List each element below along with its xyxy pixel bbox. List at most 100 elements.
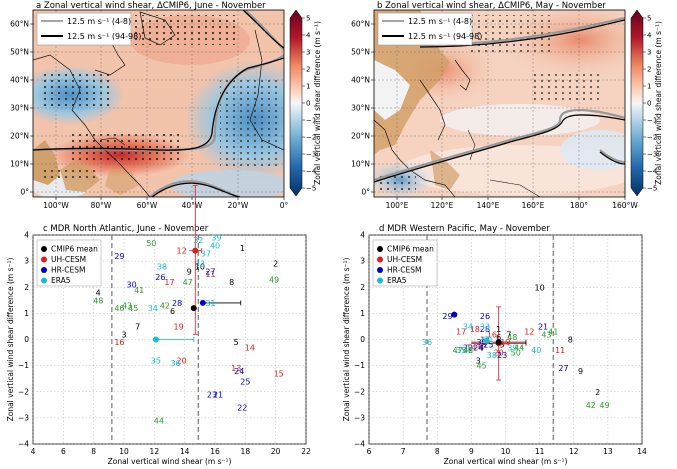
model-number-label: 33 xyxy=(480,322,490,331)
ytick-label: −1 xyxy=(354,361,365,370)
map-xtick-label: 100°E xyxy=(386,201,409,210)
scatter-legend-box xyxy=(372,239,438,287)
model-number-label: 46 xyxy=(114,304,124,313)
model-number-label: 23 xyxy=(207,390,217,399)
model-number-label: 14 xyxy=(245,343,255,352)
map-xtick-label: 80°W xyxy=(91,201,112,210)
legend-marker xyxy=(377,246,383,252)
scatter-point xyxy=(451,311,458,318)
ytick-label: 4 xyxy=(360,231,365,240)
model-number-label: 45 xyxy=(477,362,487,371)
model-number-label: 49 xyxy=(269,275,279,284)
legend-label: HR-CESM xyxy=(51,266,85,275)
colorbar-tick-label: 3 xyxy=(647,49,651,57)
xtick-label: 10 xyxy=(501,447,511,456)
legend-b-label-2: 12.5 m s⁻¹ (94-98) xyxy=(408,32,482,41)
model-number-label: 28 xyxy=(480,325,490,334)
model-number-label: 20 xyxy=(177,356,187,365)
map-xtick-label: 60°W xyxy=(137,201,158,210)
model-number-label: 11 xyxy=(555,346,565,355)
legend-marker xyxy=(377,267,383,273)
xtick-label: 6 xyxy=(367,447,372,456)
model-number-label: 16 xyxy=(487,330,497,339)
model-number-label: 9 xyxy=(578,367,583,376)
map-xtick-label: 160°E xyxy=(522,201,545,210)
scatter-point xyxy=(192,247,199,254)
ytick-label: 3 xyxy=(360,257,365,266)
model-number-label: 42 xyxy=(586,401,596,410)
panel-b: b Zonal vertical wind shear, ΔCMIP6, May… xyxy=(351,1,638,211)
colorbar-tick-label: −2 xyxy=(647,134,657,142)
ytick-label: −3 xyxy=(354,413,365,422)
colorbar-tick-label: −5 xyxy=(306,185,316,193)
legend-label: ERA5 xyxy=(387,276,407,285)
model-number-label: 21 xyxy=(538,322,548,331)
map-xtick-label: 180° xyxy=(570,201,588,210)
ytick-label: −2 xyxy=(18,387,29,396)
map-xtick-label: 20°W xyxy=(228,201,249,210)
legend-label: CMIP6 mean xyxy=(387,245,434,254)
model-number-label: 17 xyxy=(164,278,174,287)
ytick-label: 1 xyxy=(360,309,365,318)
xtick-label: 16 xyxy=(210,447,220,456)
ytick-label: 2 xyxy=(24,283,29,292)
colorbar-tick-label: −2 xyxy=(306,134,316,142)
model-number-label: 9 xyxy=(187,268,192,277)
x-axis-label: Zonal vertical wind shear (m s⁻¹) xyxy=(108,457,232,466)
model-number-label: 44 xyxy=(514,343,524,352)
colorbar-tick-label: −3 xyxy=(647,151,657,159)
xtick-label: 20 xyxy=(271,447,281,456)
model-number-label: 19 xyxy=(500,338,510,347)
map-ytick-label: 50°N xyxy=(351,48,370,57)
legend-marker xyxy=(41,277,47,284)
model-number-label: 30 xyxy=(126,281,136,290)
model-number-label: 47 xyxy=(183,278,193,287)
xtick-label: 22 xyxy=(301,447,311,456)
model-number-label: 32 xyxy=(463,346,473,355)
model-number-label: 1 xyxy=(496,325,501,334)
model-number-label: 39 xyxy=(211,234,221,243)
legend-a-label-1: 12.5 m s⁻¹ (4-8) xyxy=(67,17,131,26)
model-number-label: 32 xyxy=(193,236,203,245)
legend-marker xyxy=(41,267,47,273)
map-xtick-label: 140°E xyxy=(477,201,500,210)
model-number-label: 50 xyxy=(511,349,521,358)
model-number-label: 10 xyxy=(195,262,205,271)
xtick-label: 12 xyxy=(150,447,160,456)
panel-b-map xyxy=(374,10,625,197)
model-number-label: 15 xyxy=(477,341,487,350)
ytick-label: 0 xyxy=(360,335,365,344)
colorbar-a-label: Zonal vertical wind shear difference (m … xyxy=(313,21,322,185)
map-ytick-label: 20°N xyxy=(351,132,370,141)
legend-label: HR-CESM xyxy=(387,266,421,275)
model-number-label: 35 xyxy=(151,356,161,365)
model-number-label: 18 xyxy=(470,325,480,334)
legend-label: UH-CESM xyxy=(51,255,86,264)
colorbar-a: 5 4 3 2 1 0 −1 −2 −3 −4 −5 Zonal vertical wind she… xyxy=(289,9,322,197)
panel-b-axes: 100°E 120°E 140°E 160°E 180° 160°W 0° 10°N 20°N 3… xyxy=(351,20,638,211)
scatter-point xyxy=(495,339,502,346)
panel-c: c MDR North Atlantic, June - November 4 6 8… xyxy=(6,184,311,466)
model-number-label: 46 xyxy=(463,346,473,355)
colorbar-b: 5 4 3 2 1 0 −1 −2 −3 −4 −5 Zonal vertical wind she… xyxy=(630,9,663,197)
model-number-label: 45 xyxy=(128,304,138,313)
map-xtick-label: 160°W xyxy=(612,201,638,210)
colorbar-tick-label: 0 xyxy=(647,100,651,108)
legend-label: ERA5 xyxy=(51,276,71,285)
colorbar-tick-label: −1 xyxy=(306,117,316,125)
ytick-label: −4 xyxy=(18,440,29,449)
model-number-label: 25 xyxy=(483,341,493,350)
model-number-label: 4 xyxy=(96,288,101,297)
legend-marker xyxy=(377,256,383,263)
model-number-label: 38 xyxy=(157,262,167,271)
model-number-label: 2 xyxy=(273,260,278,269)
model-number-label: 31 xyxy=(205,299,215,308)
map-ytick-label: 40°N xyxy=(351,76,370,85)
scatter-title: c MDR North Atlantic, June - November xyxy=(43,224,209,234)
map-ytick-label: 40°N xyxy=(10,76,29,85)
colorbar-tick-label: −4 xyxy=(647,168,658,176)
model-number-label: 4 xyxy=(479,343,484,352)
legend-a-label-2: 12.5 m s⁻¹ (94-98) xyxy=(67,32,141,41)
